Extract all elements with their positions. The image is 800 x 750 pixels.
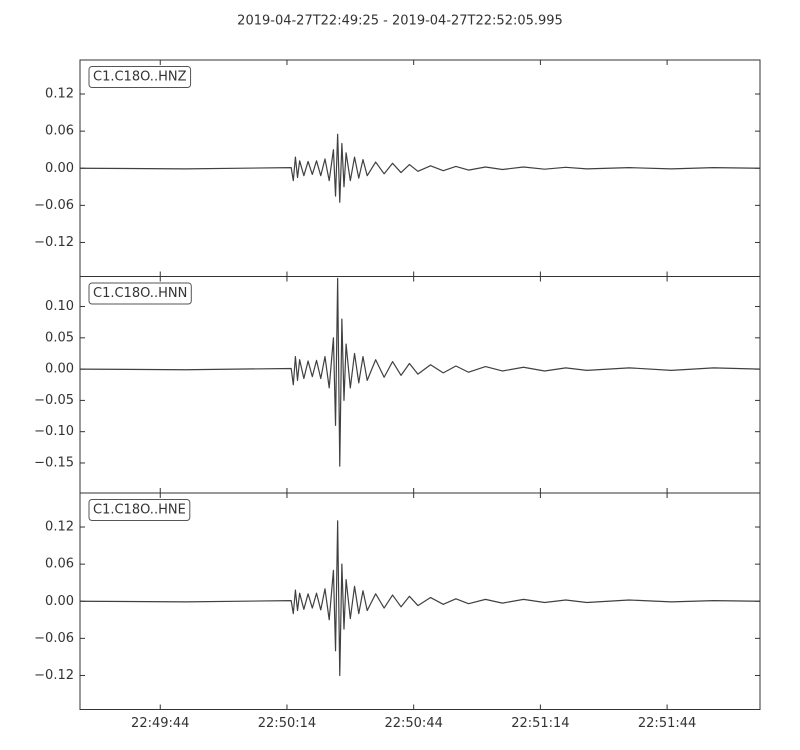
y-tick-label: 0.06 [45,557,74,572]
y-tick-label: −0.06 [34,198,74,213]
y-tick-label: 0.06 [45,124,74,139]
trace-label-box [88,66,192,88]
y-tick-label: −0.12 [34,668,74,683]
y-tick-label: 0.00 [45,362,74,377]
y-tick-label: 0.10 [45,299,74,314]
trace-label: C1.C18O..HNN [93,286,187,301]
y-tick-label: 0.12 [45,520,74,535]
trace-label-box [88,282,192,305]
x-tick-label: 22:50:44 [384,716,442,731]
y-tick-label: −0.10 [34,424,74,439]
waveform [79,277,761,467]
chart-title: 2019-04-27T22:49:25 - 2019-04-27T22:52:0… [237,14,563,29]
x-tick-label: 22:49:44 [131,716,189,731]
x-tick-label: 22:51:44 [638,716,696,731]
y-tick-label: 0.00 [45,594,74,609]
plot-frame [79,492,761,710]
x-tick-label: 22:51:14 [511,716,569,731]
trace-label: C1.C18O..HNE [93,503,186,518]
waveform [79,133,761,203]
waveform [79,520,761,677]
x-tick-label: 22:50:14 [258,716,316,731]
y-tick-label: −0.05 [34,393,74,408]
y-tick-label: −0.12 [34,235,74,250]
y-tick-label: 0.05 [45,330,74,345]
y-tick-label: 0.12 [45,87,74,102]
y-tick-label: 0.00 [45,161,74,176]
y-tick-label: −0.06 [34,631,74,646]
trace-label-box [88,499,191,521]
y-tick-label: −0.15 [34,455,74,470]
plot-frame [79,276,761,494]
trace-label: C1.C18O..HNZ [93,70,187,85]
